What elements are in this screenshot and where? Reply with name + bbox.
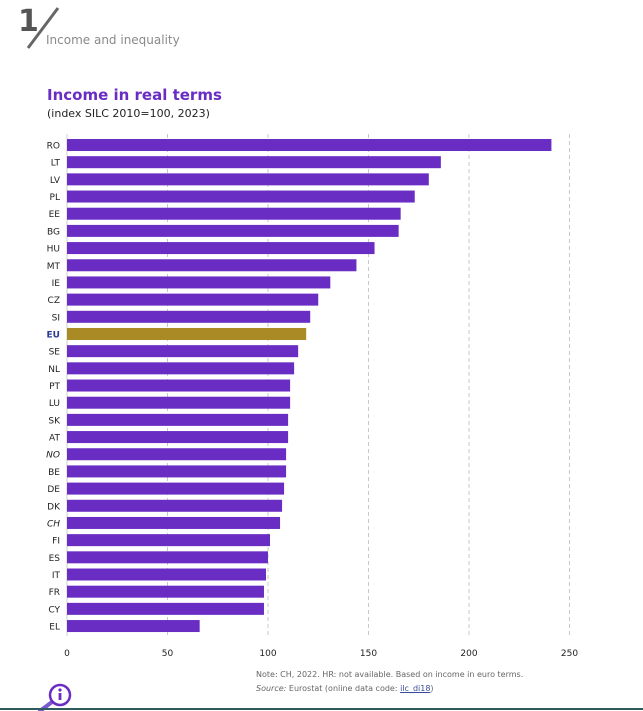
category-label: LU bbox=[49, 399, 60, 409]
chart-note: Note: CH, 2022. HR: not available. Based… bbox=[256, 668, 523, 696]
bar bbox=[67, 173, 429, 186]
chapter-title: Income and inequality bbox=[46, 33, 180, 47]
note-text: Note: CH, 2022. HR: not available. Based… bbox=[256, 670, 524, 679]
bar bbox=[67, 224, 399, 237]
bar bbox=[67, 327, 307, 340]
bar bbox=[67, 551, 268, 564]
bar bbox=[67, 431, 289, 444]
category-label: LT bbox=[51, 159, 61, 169]
bar bbox=[67, 534, 271, 547]
source-link[interactable]: ilc_di18 bbox=[400, 684, 431, 693]
chapter-number: 1 bbox=[18, 4, 39, 39]
x-tick-label: 50 bbox=[162, 649, 174, 659]
bar bbox=[67, 207, 401, 220]
bar bbox=[67, 139, 552, 151]
x-tick-label: 250 bbox=[561, 649, 578, 659]
category-label: CH bbox=[47, 519, 60, 529]
x-tick-label: 150 bbox=[360, 649, 377, 659]
bar bbox=[67, 362, 295, 375]
source-label: Source: bbox=[256, 684, 287, 693]
chart-subtitle: (index SILC 2010=100, 2023) bbox=[47, 107, 210, 120]
category-label: IT bbox=[52, 571, 61, 581]
bar bbox=[67, 345, 299, 358]
category-label: NO bbox=[46, 451, 60, 461]
bar bbox=[67, 396, 291, 409]
bar bbox=[67, 465, 287, 478]
bar bbox=[67, 620, 200, 633]
chapter-slash-icon bbox=[26, 7, 60, 49]
category-label: FI bbox=[52, 537, 60, 547]
category-label: BG bbox=[47, 227, 60, 237]
magnifier-info-icon[interactable] bbox=[38, 680, 78, 711]
category-label: SE bbox=[49, 348, 61, 358]
category-label: MT bbox=[47, 262, 61, 272]
category-label: SI bbox=[52, 313, 60, 323]
bar bbox=[67, 568, 266, 581]
bar bbox=[67, 190, 415, 203]
category-label: DE bbox=[47, 485, 60, 495]
bottom-rule bbox=[0, 708, 643, 710]
bar bbox=[67, 499, 283, 512]
category-label: EL bbox=[49, 623, 60, 633]
bar bbox=[67, 156, 441, 169]
category-label: PL bbox=[50, 193, 60, 203]
category-label: HU bbox=[47, 245, 60, 255]
bar bbox=[67, 448, 287, 461]
source-line: Source: Eurostat (online data code: ilc_… bbox=[256, 682, 523, 696]
x-tick-label: 0 bbox=[64, 649, 70, 659]
category-label: CY bbox=[48, 605, 60, 615]
bar bbox=[67, 242, 375, 255]
bar bbox=[67, 482, 285, 495]
category-label: DK bbox=[47, 502, 61, 512]
category-label: RO bbox=[47, 142, 60, 152]
bar bbox=[67, 602, 264, 615]
source-text: Eurostat (online data code: bbox=[286, 684, 401, 693]
category-label: IE bbox=[52, 279, 61, 289]
category-label: EU bbox=[47, 330, 60, 340]
bar bbox=[67, 379, 291, 392]
source-close: ) bbox=[430, 684, 434, 693]
bar bbox=[67, 413, 289, 426]
category-label: AT bbox=[49, 434, 60, 444]
category-label: EE bbox=[49, 210, 61, 220]
bar bbox=[67, 276, 331, 289]
category-label: BE bbox=[48, 468, 60, 478]
category-label: SK bbox=[48, 416, 61, 426]
category-label: NL bbox=[48, 365, 60, 375]
bar bbox=[67, 585, 264, 598]
x-tick-label: 200 bbox=[460, 649, 477, 659]
bar bbox=[67, 293, 319, 306]
category-label: PT bbox=[49, 382, 60, 392]
category-label: LV bbox=[50, 176, 61, 186]
bar bbox=[67, 310, 311, 323]
chart-title: Income in real terms bbox=[47, 86, 222, 104]
category-label: CZ bbox=[48, 296, 60, 306]
category-label: ES bbox=[49, 554, 61, 564]
bar bbox=[67, 516, 281, 529]
bar bbox=[67, 259, 357, 272]
category-label: FR bbox=[49, 588, 60, 598]
x-tick-label: 100 bbox=[259, 649, 276, 659]
